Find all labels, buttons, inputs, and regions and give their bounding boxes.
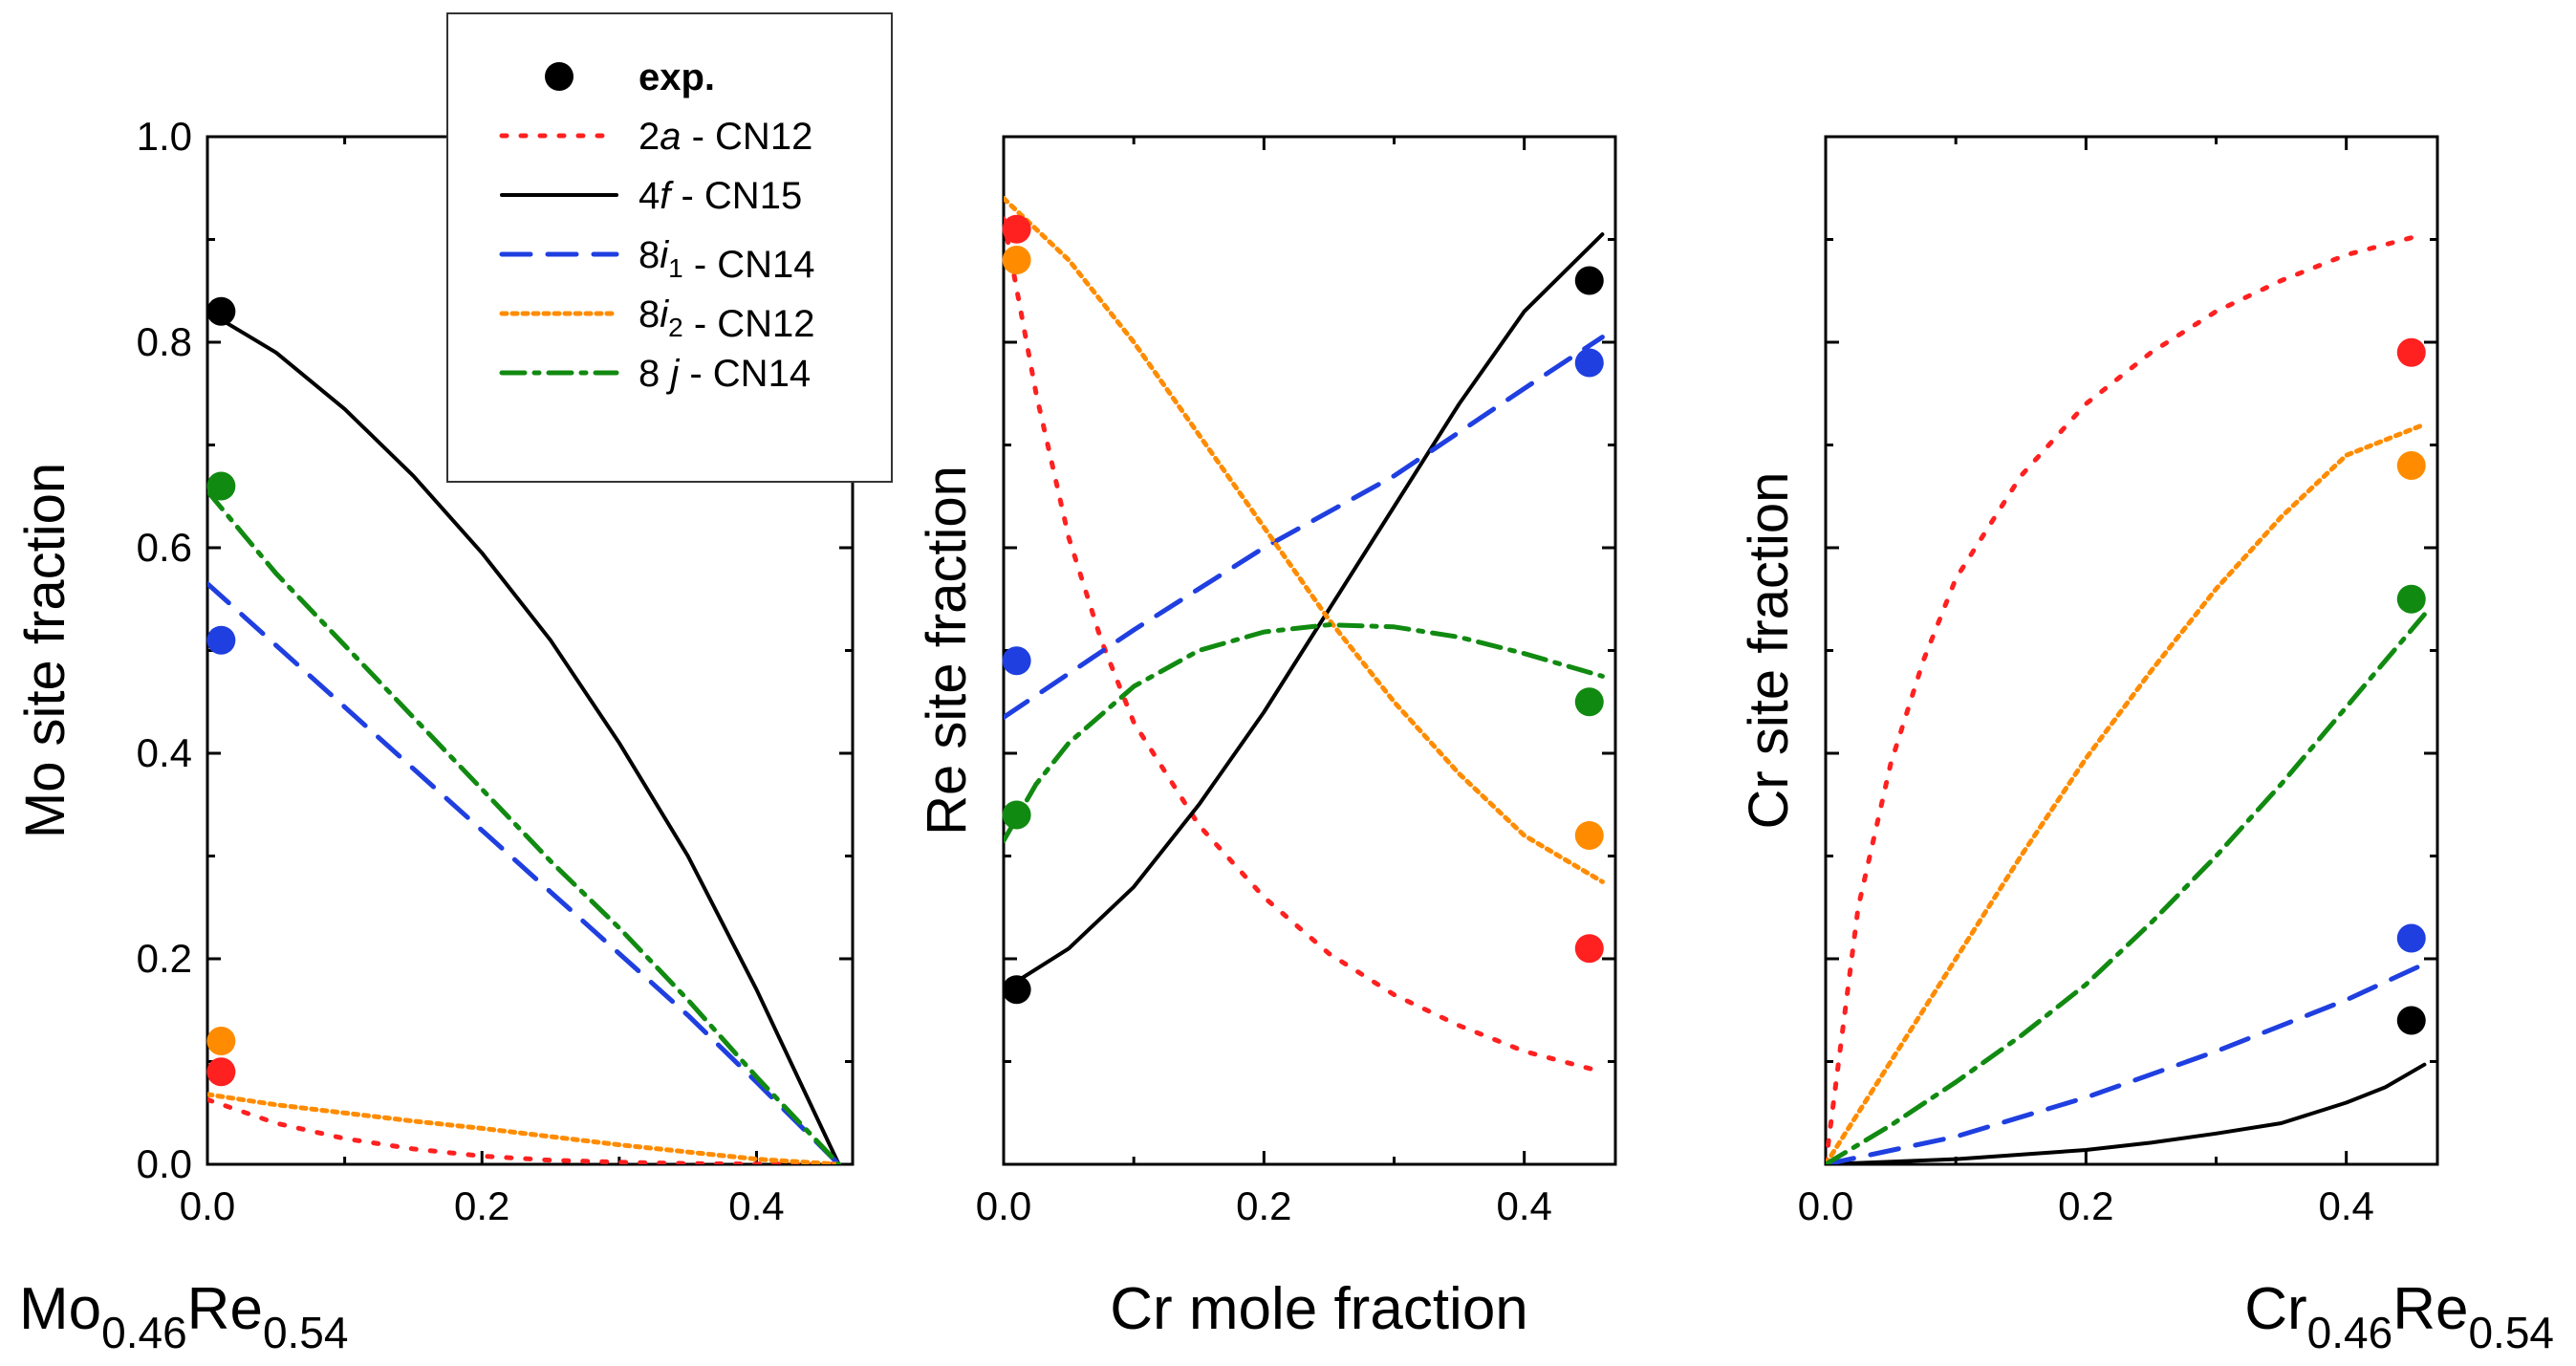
legend-label: 4f - CN15 <box>639 175 802 217</box>
series-line-8j <box>207 488 842 1164</box>
plot-frame <box>1824 135 2439 1166</box>
series-line-8i2 <box>207 1092 842 1164</box>
data-point-8i2 <box>2396 451 2426 480</box>
x-tick-label: 0.2 <box>2058 1183 2113 1228</box>
bottom-right-composition-label: Cr0.46Re0.54 <box>2244 1276 2554 1357</box>
legend-marker <box>545 62 574 91</box>
data-point-exp <box>1574 266 1604 295</box>
x-tick-label: 0.4 <box>728 1183 784 1228</box>
data-point-2a <box>2396 337 2426 367</box>
y-tick-label: 0.6 <box>137 525 192 570</box>
series-line-8i1 <box>207 581 842 1164</box>
legend-entry-exp: exp. <box>545 56 715 98</box>
legend-entry-8j: 8 j - CN14 <box>499 353 811 395</box>
y-tick-label: 0.2 <box>137 936 192 981</box>
data-point-8j <box>1574 687 1604 717</box>
series-line-2a <box>1004 216 1605 1074</box>
y-axis-label: Cr site fraction <box>1738 472 1800 830</box>
series-line-8i1 <box>1826 961 2427 1164</box>
legend-label: exp. <box>639 56 715 98</box>
x-tick-label: 0.0 <box>1798 1183 1853 1228</box>
data-point-exp <box>1002 975 1031 1005</box>
series-line-2a <box>1826 231 2427 1164</box>
series-line-8i2 <box>1826 422 2427 1164</box>
data-point-8i1 <box>2396 923 2426 953</box>
data-point-8i1 <box>1574 348 1604 378</box>
bottom-left-composition-label: Mo0.46Re0.54 <box>19 1276 348 1357</box>
legend-entry-2a: 2a - CN12 <box>499 116 812 158</box>
data-point-exp <box>206 296 236 326</box>
series-line-4f <box>1826 1062 2427 1164</box>
series-line-2a <box>207 1096 842 1164</box>
data-point-2a <box>206 1057 236 1087</box>
panels: 0.0 0.2 0.4 0.6 0.8 1.0 0.0 0.2 0.4 Mo site fract… <box>14 114 2439 1228</box>
bottom-center-xlabel: Cr mole fraction <box>1110 1276 1528 1342</box>
legend-box <box>446 12 893 483</box>
data-point-8j <box>2396 584 2426 614</box>
data-point-2a <box>1574 934 1604 964</box>
series-line-8j <box>1826 612 2427 1164</box>
legend-label: 8i1 - CN14 <box>639 234 815 286</box>
series-line-8i1 <box>1004 335 1605 720</box>
series-line-4f <box>1004 232 1605 992</box>
data-point-exp <box>2396 1006 2426 1035</box>
panel-re: 0.0 0.2 0.4 Re site fraction <box>916 135 1617 1228</box>
x-tick-label: 0.4 <box>1496 1183 1551 1228</box>
data-point-8i2 <box>206 1027 236 1055</box>
data-point-8i2 <box>1002 246 1031 274</box>
y-tick-label: 0.8 <box>137 319 192 364</box>
data-point-8j <box>206 471 236 501</box>
series-line-4f <box>207 309 841 1164</box>
y-tick-label: 0.4 <box>137 730 192 775</box>
panel-cr: 0.0 0.2 0.4 Cr site fraction <box>1738 135 2439 1228</box>
y-tick-label: 0.0 <box>137 1141 192 1186</box>
data-point-8i1 <box>1002 646 1031 676</box>
legend-entry-8i2: 8i2 - CN12 <box>499 293 815 345</box>
x-tick-label: 0.0 <box>180 1183 235 1228</box>
x-tick-label: 0.4 <box>2318 1183 2373 1228</box>
series-line-8i2 <box>1004 196 1605 884</box>
data-point-8i1 <box>206 625 236 655</box>
legend-label: 8i2 - CN12 <box>639 293 815 345</box>
data-point-8i2 <box>1574 821 1604 850</box>
x-tick-label: 0.2 <box>454 1183 509 1228</box>
y-axis-label: Mo site fraction <box>14 463 76 838</box>
legend-label: 2a - CN12 <box>639 116 812 158</box>
legend-label: 8 j - CN14 <box>639 353 811 395</box>
legend-entry-4f: 4f - CN15 <box>500 175 802 217</box>
data-point-8j <box>1002 800 1031 830</box>
y-tick-label: 1.0 <box>137 114 192 159</box>
legend: exp. 2a - CN12 4f - CN15 8i1 - CN14 8i2 - CN… <box>446 12 893 483</box>
x-tick-label: 0.2 <box>1236 1183 1291 1228</box>
series-line-8j <box>1004 622 1605 843</box>
panel-mo: 0.0 0.2 0.4 0.6 0.8 1.0 0.0 0.2 0.4 Mo site fract… <box>14 114 855 1228</box>
legend-entry-8i1: 8i1 - CN14 <box>499 234 815 286</box>
y-axis-label: Re site fraction <box>916 466 978 835</box>
data-point-2a <box>1002 214 1031 244</box>
x-tick-label: 0.0 <box>976 1183 1031 1228</box>
